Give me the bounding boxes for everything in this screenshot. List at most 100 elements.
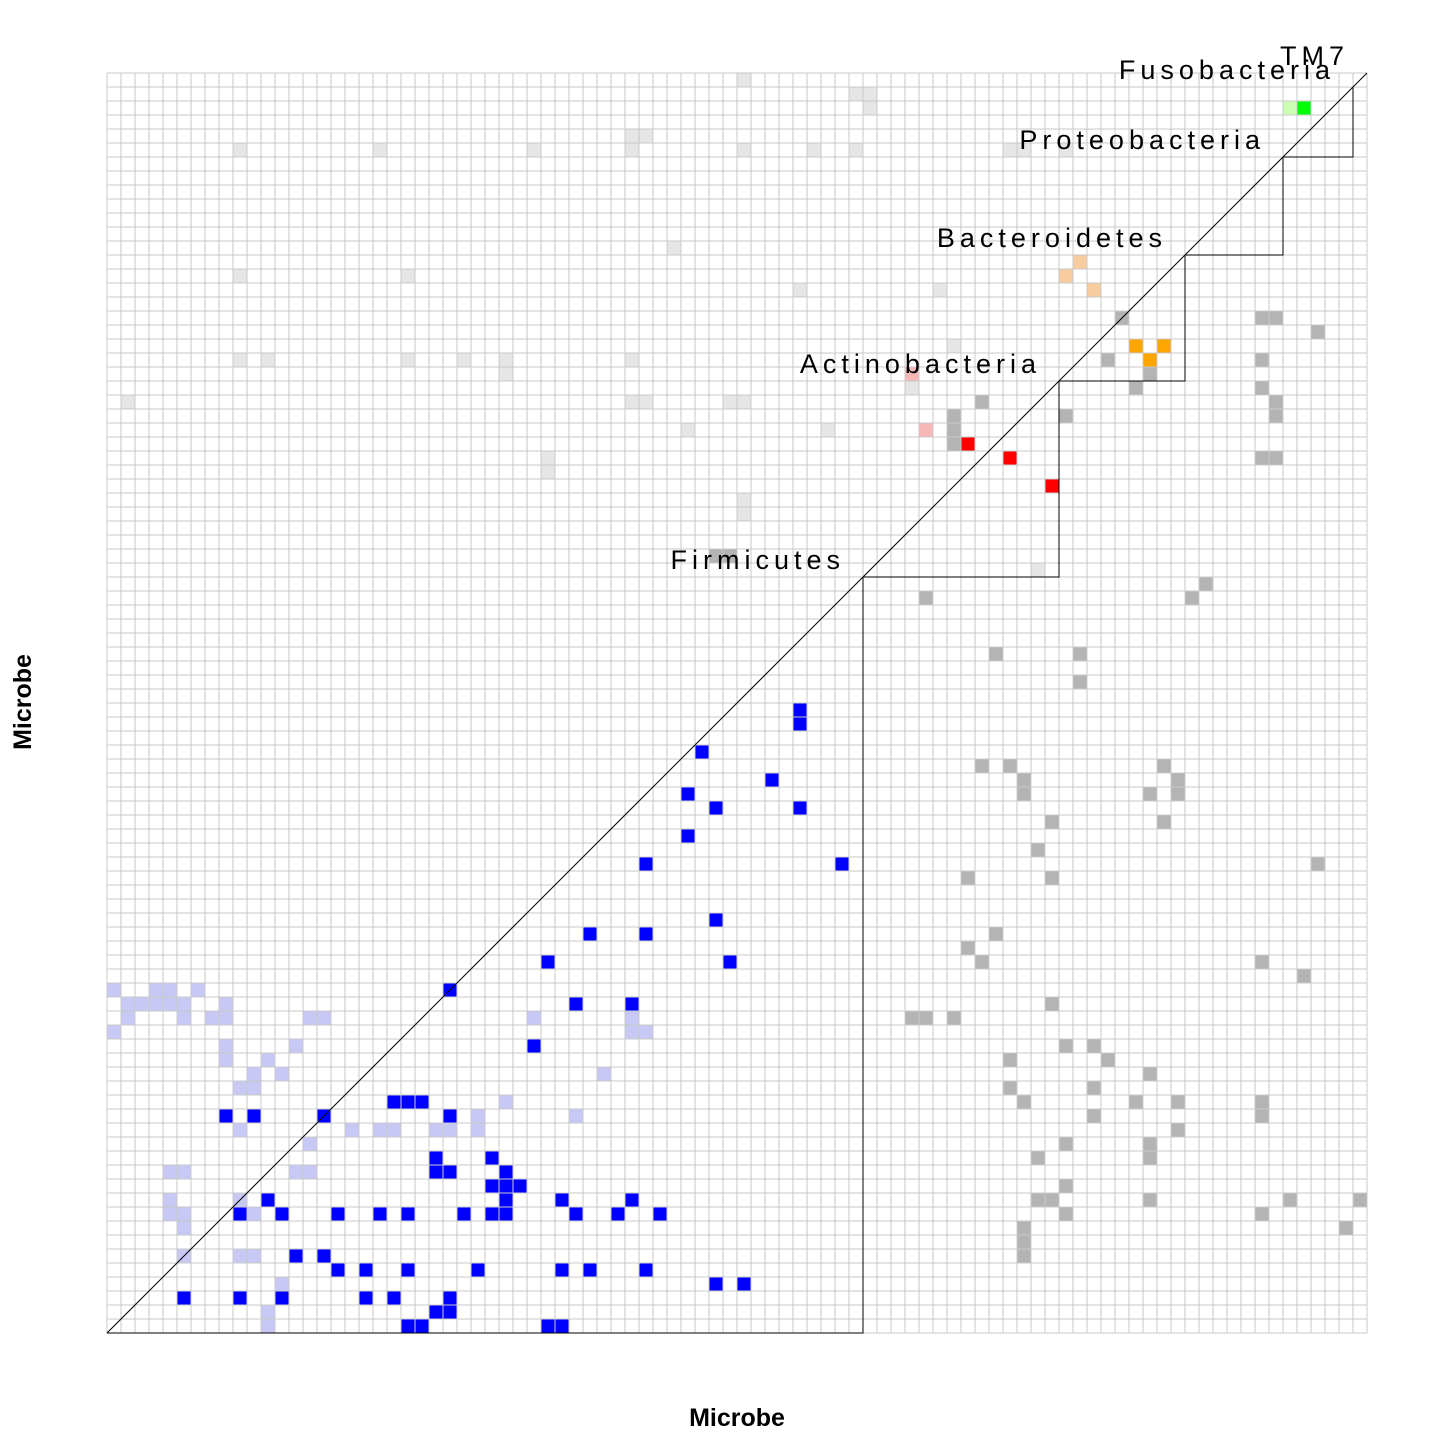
heatmap-cell-firmicutes-strong (443, 1291, 457, 1305)
heatmap-cell-between-groups-strong (1171, 1095, 1185, 1109)
heatmap-cell-between-groups-strong (1269, 409, 1283, 423)
heatmap-cell-between-groups-strong (1017, 787, 1031, 801)
group-label-proteobacteria: Proteobacteria (1019, 125, 1265, 155)
heatmap-cell-between-groups-strong (1269, 451, 1283, 465)
heatmap-cell-firmicutes-strong (177, 1291, 191, 1305)
heatmap-cell-firmicutes-strong (233, 1207, 247, 1221)
heatmap-cell-firmicutes-weak (499, 1095, 513, 1109)
heatmap-cell-between-groups-weak (499, 353, 513, 367)
heatmap-cell-between-groups-weak (667, 241, 681, 255)
group-outline-actinobacteria (863, 381, 1060, 578)
heatmap-cell-firmicutes-weak (163, 983, 177, 997)
heatmap-cell-firmicutes-weak (121, 1011, 135, 1025)
heatmap-cell-firmicutes-strong (681, 787, 695, 801)
heatmap-cell-firmicutes-strong (709, 913, 723, 927)
heatmap-cell-fusobacteria-weak (1283, 101, 1297, 115)
heatmap-cell-firmicutes-strong (639, 857, 653, 871)
gridlines (106, 72, 1368, 1334)
heatmap-cell-firmicutes-weak (275, 1277, 289, 1291)
heatmap-cell-firmicutes-weak (219, 1053, 233, 1067)
heatmap-cell-firmicutes-strong (569, 997, 583, 1011)
heatmap-cell-firmicutes-weak (303, 1165, 317, 1179)
heatmap-cell-firmicutes-weak (177, 1011, 191, 1025)
group-labels: Firmicutes Actinobacteria Bacteroidetes Pro… (670, 41, 1344, 575)
heatmap-cell-between-groups-strong (1045, 997, 1059, 1011)
heatmap-cell-between-groups-strong (1143, 1151, 1157, 1165)
heatmap-cell-actinobacteria-strong (1045, 479, 1059, 493)
heatmap-cell-bacteroidetes-strong (1143, 353, 1157, 367)
heatmap-cell-between-groups-strong (1269, 395, 1283, 409)
heatmap-cell-between-groups-weak (1059, 143, 1073, 157)
heatmap-cell-firmicutes-strong (499, 1179, 513, 1193)
heatmap-cell-between-groups-strong (1171, 787, 1185, 801)
heatmap-cell-firmicutes-strong (527, 1039, 541, 1053)
heatmap-cell-firmicutes-strong (387, 1095, 401, 1109)
heatmap-cell-between-groups-strong (1283, 1193, 1297, 1207)
heatmap-cell-firmicutes-strong (499, 1207, 513, 1221)
heatmap-cell-firmicutes-strong (625, 997, 639, 1011)
heatmap-cell-firmicutes-strong (443, 1109, 457, 1123)
heatmap-cell-firmicutes-strong (275, 1207, 289, 1221)
heatmap-cell-firmicutes-weak (163, 997, 177, 1011)
heatmap-cell-firmicutes-weak (597, 1067, 611, 1081)
heatmap-cell-actinobacteria-strong (961, 437, 975, 451)
heatmap-cell-between-groups-strong (1031, 1193, 1045, 1207)
heatmap-cell-firmicutes-weak (163, 1207, 177, 1221)
heatmap-cell-firmicutes-strong (331, 1207, 345, 1221)
heatmap-cell-firmicutes-strong (555, 1319, 569, 1333)
heatmap-cell-firmicutes-weak (275, 1067, 289, 1081)
heatmap-cell-between-groups-strong (1017, 773, 1031, 787)
heatmap-cell-between-groups-strong (1031, 843, 1045, 857)
heatmap-cell-firmicutes-strong (499, 1165, 513, 1179)
heatmap-cell-between-groups-weak (401, 269, 415, 283)
heatmap-cell-firmicutes-strong (485, 1151, 499, 1165)
heatmap-cell-firmicutes-weak (163, 1165, 177, 1179)
group-label-actinobacteria: Actinobacteria (800, 349, 1041, 379)
heatmap-cell-between-groups-strong (1255, 1207, 1269, 1221)
heatmap-cell-between-groups-strong (1087, 1081, 1101, 1095)
heatmap-cell-firmicutes-strong (695, 745, 709, 759)
group-label-fusobacteria: Fusobacteria (1119, 55, 1335, 85)
heatmap-cell-firmicutes-strong (611, 1207, 625, 1221)
heatmap-cells (107, 73, 1367, 1333)
heatmap-cell-between-groups-strong (1143, 787, 1157, 801)
heatmap-cell-between-groups-weak (457, 353, 471, 367)
group-outlines (106, 72, 1368, 1334)
heatmap-cell-firmicutes-strong (429, 1305, 443, 1319)
heatmap-cell-firmicutes-strong (401, 1095, 415, 1109)
heatmap-cell-between-groups-weak (737, 73, 751, 87)
heatmap-cell-firmicutes-weak (527, 1011, 541, 1025)
heatmap-cell-firmicutes-strong (583, 927, 597, 941)
heatmap-cell-firmicutes-strong (709, 801, 723, 815)
heatmap-cell-between-groups-strong (1087, 1109, 1101, 1123)
heatmap-cell-firmicutes-strong (233, 1291, 247, 1305)
heatmap-cell-fusobacteria-strong (1297, 101, 1311, 115)
heatmap-cell-between-groups-weak (541, 465, 555, 479)
heatmap-cell-between-groups-weak (527, 143, 541, 157)
heatmap-cell-between-groups-strong (975, 395, 989, 409)
heatmap-cell-firmicutes-weak (471, 1123, 485, 1137)
heatmap-cell-between-groups-strong (1045, 815, 1059, 829)
heatmap-cell-firmicutes-weak (639, 1025, 653, 1039)
heatmap-cell-actinobacteria-weak (919, 423, 933, 437)
group-outline-firmicutes (107, 577, 864, 1334)
heatmap-cell-firmicutes-strong (569, 1207, 583, 1221)
heatmap-cell-firmicutes-strong (513, 1179, 527, 1193)
heatmap-cell-firmicutes-strong (709, 1277, 723, 1291)
heatmap-cell-firmicutes-strong (639, 1263, 653, 1277)
heatmap-cell-between-groups-strong (1101, 353, 1115, 367)
heatmap-cell-firmicutes-strong (401, 1207, 415, 1221)
heatmap-cell-between-groups-strong (1353, 1193, 1367, 1207)
heatmap-cell-firmicutes-strong (793, 703, 807, 717)
heatmap-cell-between-groups-strong (1101, 1053, 1115, 1067)
heatmap-cell-between-groups-strong (1157, 759, 1171, 773)
heatmap-cell-between-groups-strong (1129, 381, 1143, 395)
heatmap-cell-between-groups-strong (1143, 1137, 1157, 1151)
group-outline-fusobacteria (1283, 87, 1354, 158)
diagonal-line (106, 72, 1368, 1334)
heatmap-cell-firmicutes-weak (177, 1207, 191, 1221)
heatmap-cell-between-groups-weak (737, 493, 751, 507)
heatmap-cell-firmicutes-weak (149, 997, 163, 1011)
heatmap-cell-between-groups-strong (1185, 591, 1199, 605)
